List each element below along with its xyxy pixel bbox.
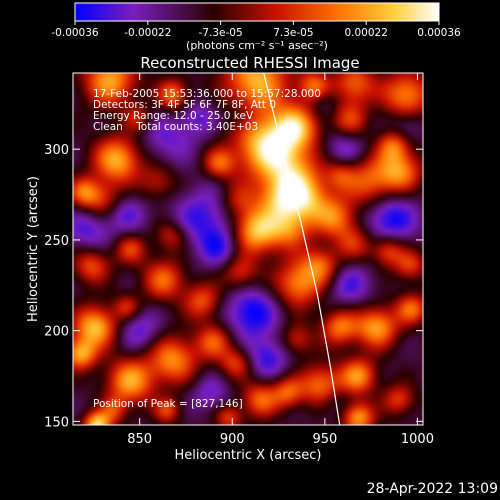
colorbar-tick-label: 7.3e-05 — [273, 27, 313, 39]
y-tick-label: 150 — [44, 415, 69, 430]
colorbar-tick-label: -7.3e-05 — [199, 27, 243, 39]
colorbar-tick-label: 0.00036 — [417, 27, 461, 39]
heatmap-image — [73, 73, 423, 425]
timestamp: 28-Apr-2022 13:09 — [366, 481, 498, 497]
chart-title: Reconstructed RHESSI Image — [140, 54, 359, 72]
colorbar: -0.00036 -0.00022 -7.3e-05 7.3e-05 0.00022 0.… — [51, 2, 461, 52]
y-tick-label: 250 — [44, 234, 69, 249]
x-tick-label: 900 — [220, 432, 245, 447]
x-tick-label: 850 — [127, 432, 152, 447]
colorbar-tick-label: -0.00022 — [124, 27, 171, 39]
annotation-time: 17-Feb-2005 15:53:36.000 to 15:57:28.000 — [93, 88, 321, 100]
y-tick-label: 300 — [44, 143, 69, 158]
annotation-energy: Energy Range: 12.0 - 25.0 keV — [93, 110, 254, 122]
plot-frame — [72, 72, 424, 426]
x-tick-label: 950 — [312, 432, 337, 447]
annotations: 17-Feb-2005 15:53:36.000 to 15:57:28.000… — [93, 88, 321, 410]
plot-area — [73, 73, 423, 425]
axes: 850 900 950 1000 150 200 250 300 — [44, 73, 434, 447]
y-tick-label: 200 — [44, 325, 69, 340]
colorbar-ticks: -0.00036 -0.00022 -7.3e-05 7.3e-05 0.00022 0.… — [51, 21, 461, 39]
x-tick-label: 1000 — [401, 432, 434, 447]
solar-limb-curve — [263, 73, 341, 425]
annotation-method: Clean Total counts: 3.40E+03 — [93, 121, 258, 133]
colorbar-tick-label: -0.00036 — [51, 27, 99, 39]
x-axis-label: Heliocentric X (arcsec) — [175, 448, 322, 463]
annotation-detectors: Detectors: 3F 4F 5F 6F 7F 8F, Att 0 — [93, 99, 276, 111]
annotation-peak: Position of Peak = [827,146] — [93, 398, 243, 410]
colorbar-unit-label: (photons cm⁻² s⁻¹ asec⁻²) — [186, 39, 328, 52]
y-axis-label: Heliocentric Y (arcsec) — [26, 176, 41, 322]
colorbar-gradient — [74, 2, 440, 22]
colorbar-tick-label: 0.00022 — [344, 27, 387, 39]
